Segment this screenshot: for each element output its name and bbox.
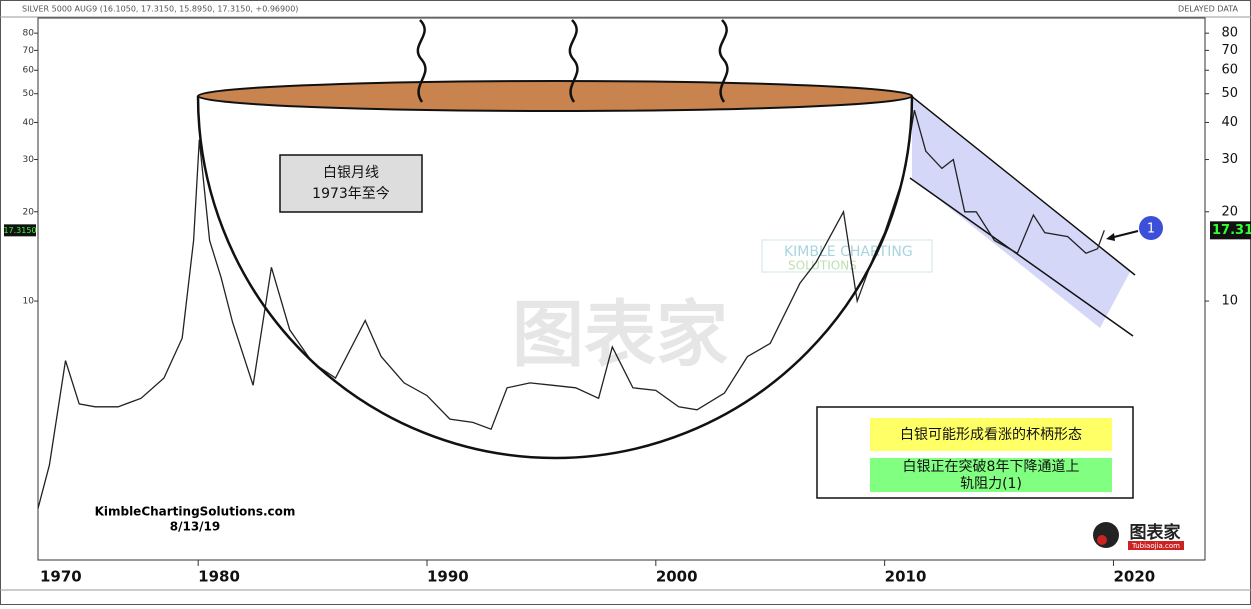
steam [718,19,729,103]
logo-cn: 图表家 [1130,522,1181,543]
note-yellow-bg [870,418,1112,451]
marker [1139,216,1163,240]
price-tag-bg [1210,221,1251,240]
x-tick-label: 2010 [885,568,927,586]
y-tick-label: 60 [23,66,35,76]
title-box [279,154,423,213]
y-tick-label: 10 [23,297,35,307]
y-tick-label: 40 [1221,115,1238,130]
channel-upper [909,94,1136,276]
x-tick-label: 1980 [198,568,240,586]
y-tick-label: 40 [23,118,35,128]
cup-rim [197,80,913,112]
x-tick-label: 1970 [40,568,82,586]
marker-label: 1 [1147,222,1155,237]
marker-arrowhead [1106,233,1115,241]
cup-bowl [196,95,914,460]
channel-lower [909,177,1134,337]
steam [568,19,579,103]
y-tick-label: 70 [1221,43,1238,58]
watermark-cn: 图表家 [512,293,728,377]
y-tick-label: 80 [23,29,35,39]
logo-url: Tubiaojia.com [1131,542,1180,550]
watermark-sub: SOLUTIONS [788,259,857,273]
note-green: 白银正在突破8年下降通道上 [903,459,1080,475]
y-tick-label: 70 [23,46,35,56]
y-tick-label: 50 [1221,86,1238,101]
note-green: 轨阻力(1) [960,476,1022,492]
y-tick-label: 50 [23,89,35,99]
box-title: 白银月线 [323,165,379,181]
y-tick-label: 30 [1221,152,1238,167]
x-tick-label: 2000 [656,568,698,586]
logo-icon [1093,522,1119,548]
logo-icon [1097,535,1107,545]
watermark: KIMBLE CHARTING [784,244,913,260]
price-tag: 17.3150 [3,226,36,235]
y-tick-label: 20 [1221,204,1238,219]
watermark-box [761,239,933,273]
price-tag: 17.31 [1212,223,1251,238]
x-tick-label: 1990 [427,568,469,586]
x-tick-label: 2020 [1113,568,1155,586]
price-tag-bg [4,224,36,237]
channel-fill [912,98,1130,328]
y-tick-label: 30 [23,155,35,165]
y-tick-label: 60 [1221,63,1238,78]
y-tick-label: 80 [1221,26,1238,41]
note-yellow: 白银可能形成看涨的杯柄形态 [900,427,1082,443]
price-line [37,110,1105,509]
y-tick-label: 20 [23,207,35,217]
series-layer [37,110,1105,509]
plot-frame [37,17,1206,561]
source: KimbleChartingSolutions.com [95,505,296,519]
note-green-bg [870,458,1112,492]
status: DELAYED DATA [1178,5,1238,14]
box-subtitle: 1973年至今 [312,186,390,202]
marker-arrow [1109,230,1139,239]
date: 8/13/19 [170,520,221,534]
logo-url-bg [1128,541,1184,550]
steam [416,19,427,103]
y-tick-label: 10 [1221,294,1238,309]
header-title: SILVER 5000 AUG9 (16.1050, 17.3150, 15.8… [22,5,298,14]
